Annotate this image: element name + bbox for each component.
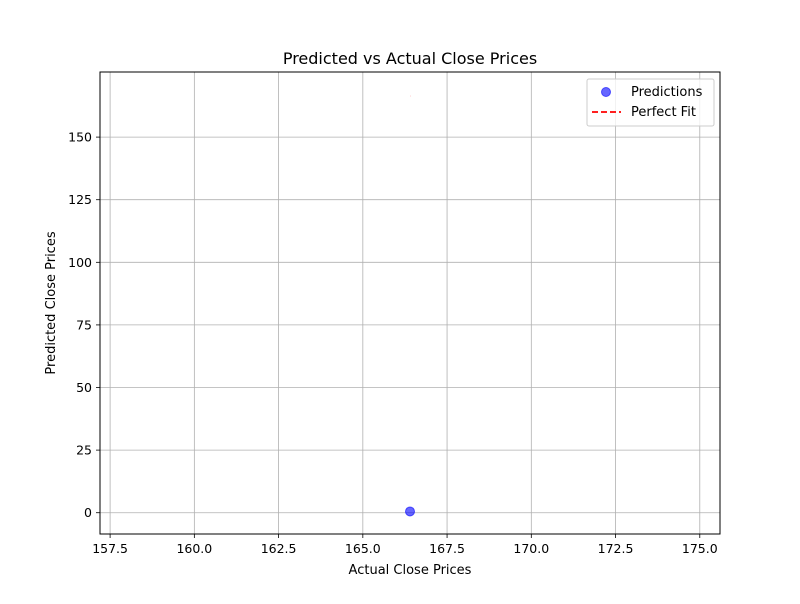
y-tick-label: 75	[76, 317, 92, 332]
axes-frame	[99, 71, 721, 535]
x-tick-label: 167.5	[429, 541, 465, 556]
y-axis-label: Predicted Close Prices	[44, 231, 59, 374]
x-axis-ticks: 157.5 160.0 162.5 165.0 167.5 170.0 172.5 175.0	[92, 534, 718, 556]
legend-predictions-marker	[601, 87, 611, 97]
legend-perfect-fit-label: Perfect Fit	[631, 105, 696, 120]
plot-area	[405, 506, 415, 517]
y-axis-ticks: 0 25 50 75 100 125 150	[68, 130, 100, 520]
legend-frame	[586, 78, 715, 127]
chart-title: Predicted vs Actual Close Prices	[283, 49, 537, 68]
grid-lines	[100, 72, 720, 534]
legend-predictions-label: Predictions	[631, 85, 703, 100]
x-axis-label: Actual Close Prices	[349, 563, 472, 578]
scatter-point	[405, 506, 415, 517]
y-tick-label: 100	[68, 255, 92, 270]
y-tick-label: 50	[76, 380, 92, 395]
x-tick-label: 165.0	[345, 541, 381, 556]
x-tick-label: 172.5	[598, 541, 634, 556]
x-tick-label: 157.5	[92, 541, 128, 556]
x-tick-label: 170.0	[513, 541, 549, 556]
y-tick-label: 25	[76, 443, 92, 458]
y-tick-label: 0	[84, 505, 92, 520]
legend: Predictions Perfect Fit	[586, 78, 715, 127]
y-tick-label: 125	[68, 192, 92, 207]
x-tick-label: 160.0	[176, 541, 212, 556]
x-tick-label: 162.5	[261, 541, 297, 556]
y-tick-label: 150	[68, 130, 92, 145]
x-tick-label: 175.0	[682, 541, 718, 556]
